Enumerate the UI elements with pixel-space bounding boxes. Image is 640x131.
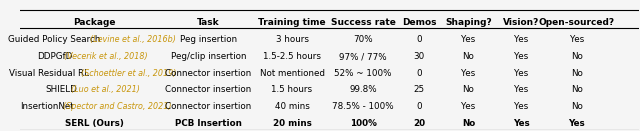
Text: 20 mins: 20 mins	[273, 119, 312, 128]
Text: 1.5-2.5 hours: 1.5-2.5 hours	[263, 52, 321, 61]
Text: No: No	[463, 86, 474, 94]
Text: 20: 20	[413, 119, 425, 128]
Text: Yes: Yes	[514, 102, 528, 111]
Text: Yes: Yes	[513, 119, 529, 128]
Text: (Luo et al., 2021): (Luo et al., 2021)	[71, 86, 140, 94]
Text: No: No	[571, 69, 582, 78]
Text: 100%: 100%	[349, 119, 376, 128]
Text: Task: Task	[197, 18, 220, 27]
Text: 97% / 77%: 97% / 77%	[339, 52, 387, 61]
Text: Training time: Training time	[258, 18, 326, 27]
Text: (Levine et al., 2016b): (Levine et al., 2016b)	[90, 36, 176, 45]
Text: Success rate: Success rate	[331, 18, 396, 27]
Text: Yes: Yes	[514, 69, 528, 78]
Text: DDPGfD: DDPGfD	[36, 52, 72, 61]
Text: 40 mins: 40 mins	[275, 102, 310, 111]
Text: 0: 0	[416, 102, 422, 111]
Text: 78.5% - 100%: 78.5% - 100%	[332, 102, 394, 111]
Text: 30: 30	[413, 52, 424, 61]
Text: (Schoettler et al., 2019): (Schoettler et al., 2019)	[81, 69, 177, 78]
Text: Yes: Yes	[461, 36, 476, 45]
Text: No: No	[571, 102, 582, 111]
Text: Connector insertion: Connector insertion	[165, 69, 252, 78]
Text: 52% ~ 100%: 52% ~ 100%	[335, 69, 392, 78]
Text: Yes: Yes	[568, 119, 585, 128]
Text: Yes: Yes	[570, 36, 584, 45]
Text: Peg/clip insertion: Peg/clip insertion	[171, 52, 246, 61]
Text: Visual Residual RL: Visual Residual RL	[9, 69, 89, 78]
Text: SHIELD: SHIELD	[45, 86, 77, 94]
Text: (Vecerik et al., 2018): (Vecerik et al., 2018)	[64, 52, 147, 61]
Text: Package: Package	[73, 18, 115, 27]
Text: No: No	[462, 119, 475, 128]
Text: No: No	[571, 52, 582, 61]
Text: 3 hours: 3 hours	[276, 36, 308, 45]
Text: 99.8%: 99.8%	[349, 86, 377, 94]
Text: Connector insertion: Connector insertion	[165, 86, 252, 94]
Text: Demos: Demos	[402, 18, 436, 27]
Text: Yes: Yes	[514, 52, 528, 61]
Text: Yes: Yes	[514, 86, 528, 94]
Text: SERL (Ours): SERL (Ours)	[65, 119, 124, 128]
Text: Open-sourced?: Open-sourced?	[539, 18, 615, 27]
Text: Yes: Yes	[461, 102, 476, 111]
Text: PCB Insertion: PCB Insertion	[175, 119, 242, 128]
Text: 0: 0	[416, 36, 422, 45]
Text: 0: 0	[416, 69, 422, 78]
Text: Guided Policy Search: Guided Policy Search	[8, 36, 100, 45]
Text: 70%: 70%	[353, 36, 373, 45]
Text: InsertionNet: InsertionNet	[20, 102, 74, 111]
Text: No: No	[463, 52, 474, 61]
Text: Vision?: Vision?	[503, 18, 540, 27]
Text: No: No	[571, 86, 582, 94]
Text: Peg insertion: Peg insertion	[180, 36, 237, 45]
Text: Connector insertion: Connector insertion	[165, 102, 252, 111]
Text: Not mentioned: Not mentioned	[260, 69, 324, 78]
Text: (Spector and Castro, 2021): (Spector and Castro, 2021)	[63, 102, 172, 111]
Text: Shaping?: Shaping?	[445, 18, 492, 27]
Text: 25: 25	[413, 86, 424, 94]
Text: Yes: Yes	[514, 36, 528, 45]
Text: Yes: Yes	[461, 69, 476, 78]
Text: 1.5 hours: 1.5 hours	[271, 86, 312, 94]
